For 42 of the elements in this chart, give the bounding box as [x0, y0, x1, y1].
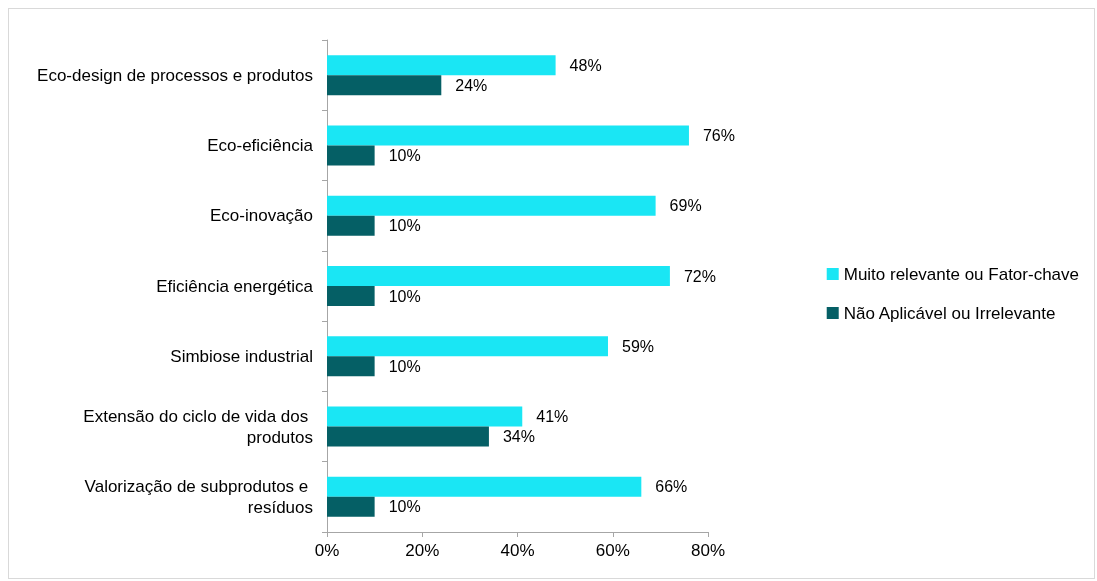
legend-label: Não Aplicável ou Irrelevante [843, 303, 1056, 323]
bar [327, 406, 523, 427]
x-tick-label: 60% [595, 541, 630, 560]
data-label: 10% [388, 287, 421, 305]
data-label: 10% [388, 498, 421, 516]
bar [327, 266, 670, 286]
data-label: 34% [502, 428, 535, 446]
bar [327, 336, 608, 357]
bar [327, 125, 689, 146]
data-label: 59% [621, 337, 655, 355]
bar [327, 75, 442, 96]
bar [327, 426, 489, 447]
bar [327, 55, 556, 76]
x-tick-label: 80% [690, 541, 726, 560]
data-label: 72% [683, 267, 716, 285]
data-label: 10% [388, 217, 421, 235]
data-label: 41% [536, 408, 569, 426]
data-label: 10% [388, 357, 421, 375]
bar [327, 215, 375, 236]
x-tick-label: 40% [500, 541, 535, 560]
y-tick-label: Eco-eficiência [207, 135, 314, 155]
data-label: 76% [702, 126, 735, 144]
bar [327, 195, 656, 216]
bar [327, 145, 375, 166]
data-label: 48% [569, 56, 602, 74]
bar [327, 286, 375, 306]
data-label: 69% [669, 197, 702, 215]
x-tick-label: 20% [405, 541, 440, 560]
legend-label: Muito relevante ou Fator-chave [843, 264, 1080, 284]
data-label: 66% [655, 478, 688, 496]
y-tick-label: Simbiose industrial [170, 346, 313, 366]
bar [327, 496, 375, 517]
y-tick-label: Eco-inovação [209, 206, 313, 226]
y-tick-label: Eco-design de processos e produtos [37, 65, 313, 85]
y-tick-label: Extensão do ciclo de vida dos produtos [83, 406, 313, 447]
bar [327, 356, 375, 377]
y-tick-label: Eficiência energética [156, 276, 314, 296]
x-tick-label: 0% [314, 541, 340, 560]
data-label: 10% [388, 146, 421, 164]
bar [327, 476, 642, 497]
data-label: 24% [455, 76, 488, 94]
y-tick-label: Valorização de subprodutos e resíduos [84, 476, 313, 517]
